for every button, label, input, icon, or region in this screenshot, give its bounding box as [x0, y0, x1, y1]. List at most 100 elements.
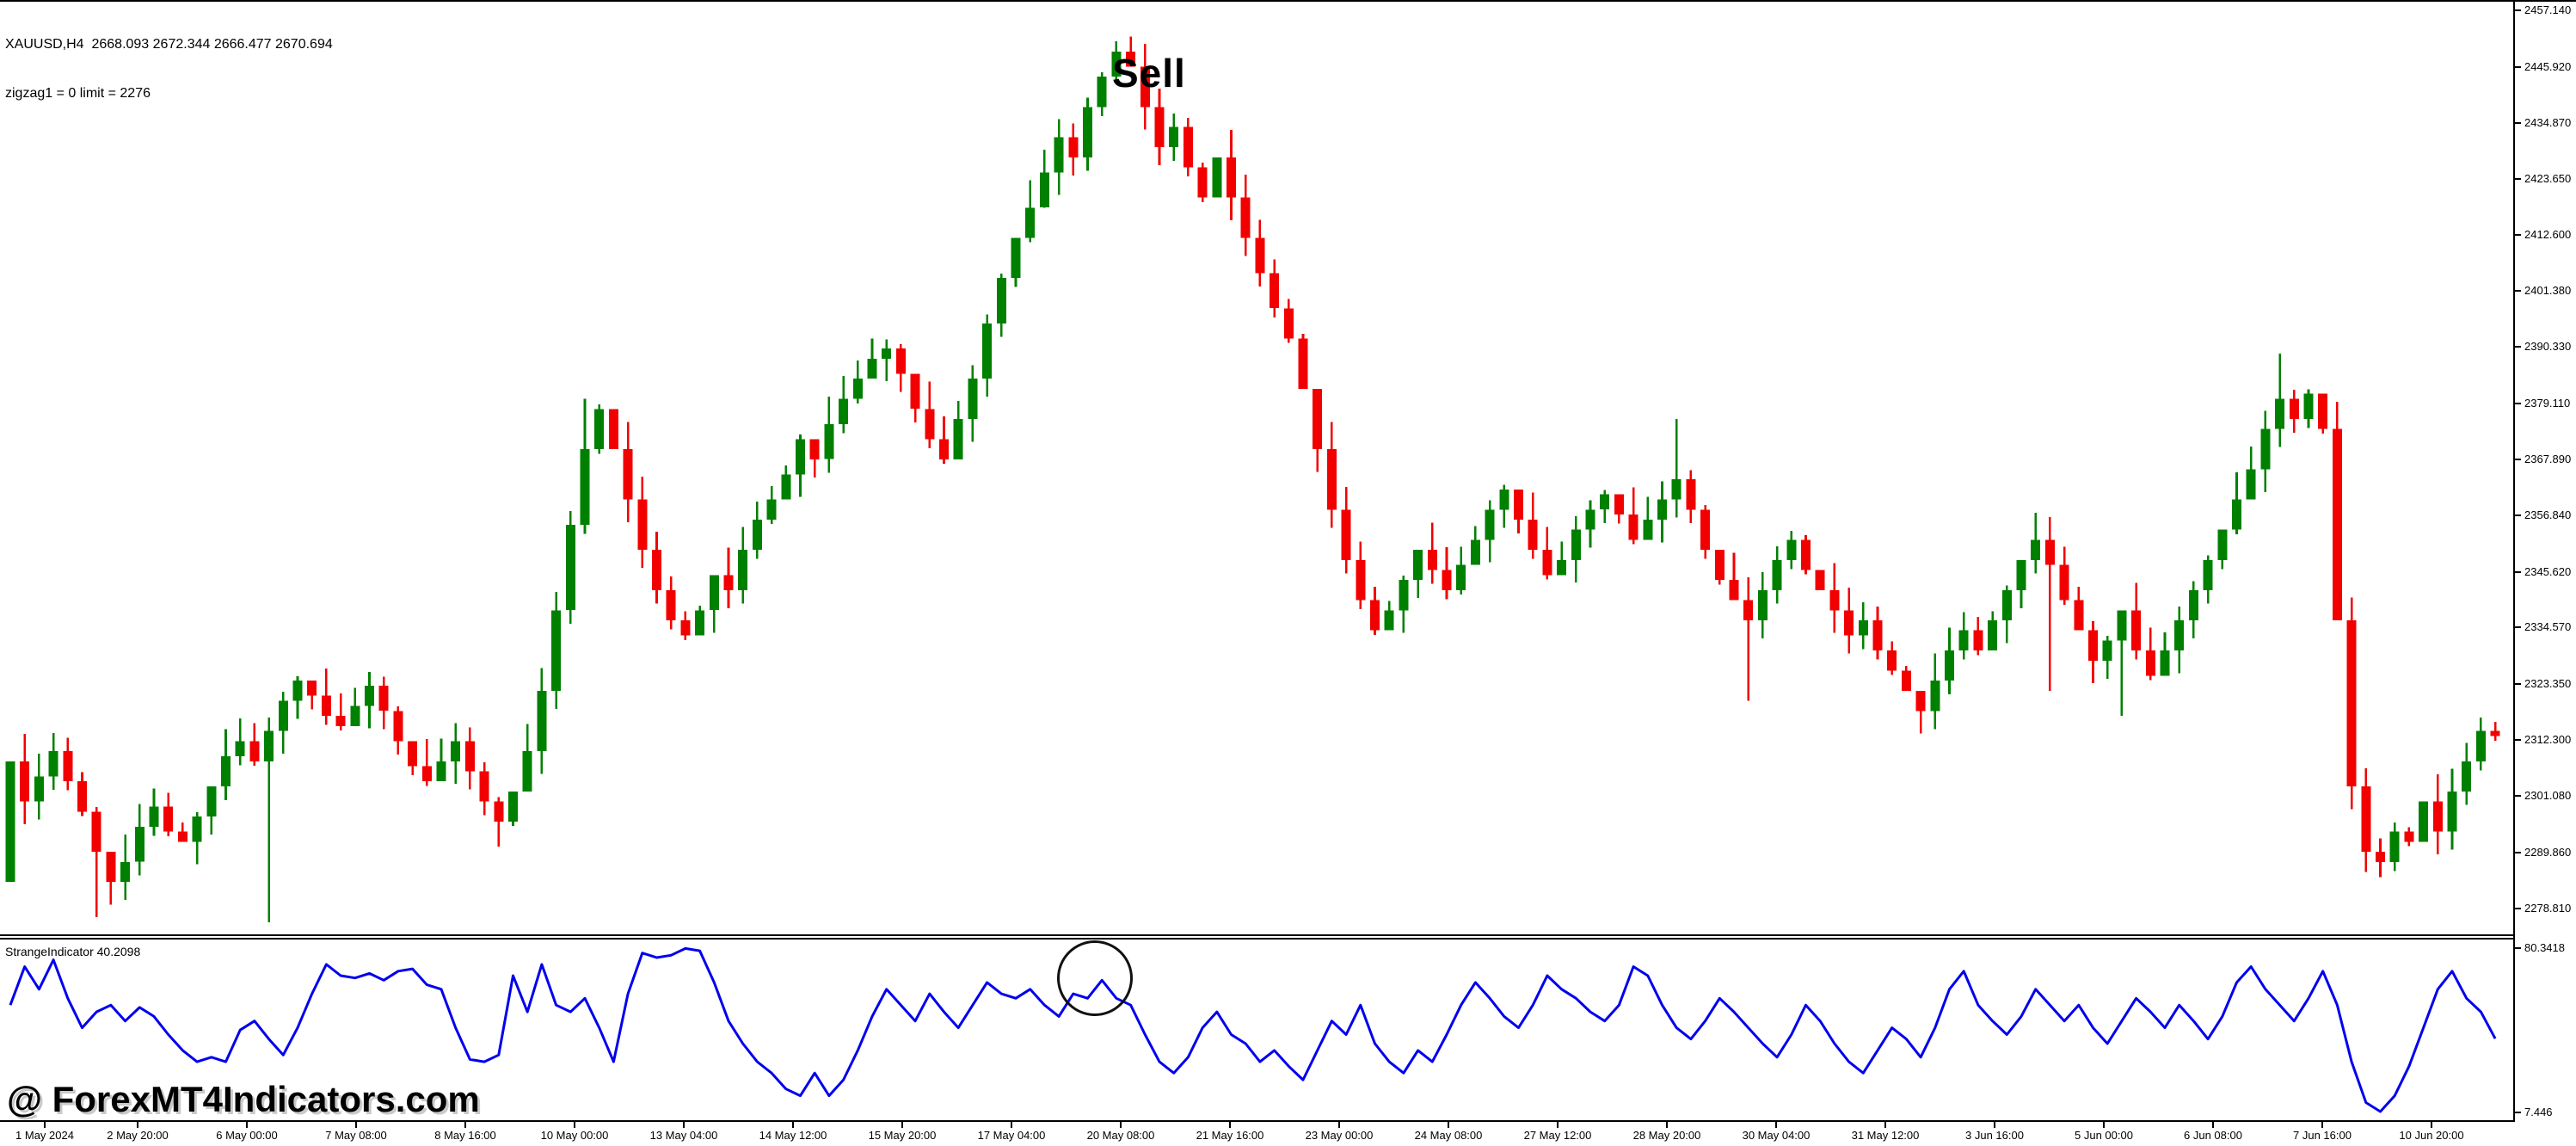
candle-body	[709, 575, 719, 611]
candle-body	[1298, 338, 1308, 389]
indicator-scale-tick	[2513, 1112, 2521, 1113]
candle-body	[1169, 126, 1179, 148]
price-axis-label: 2445.920	[2524, 60, 2572, 73]
panel-splitter[interactable]	[0, 934, 2513, 936]
candle-body	[781, 474, 791, 500]
candle-body	[2001, 589, 2012, 620]
time-axis-label: 3 Jun 16:00	[1965, 1129, 2024, 1142]
time-tick	[2431, 1122, 2432, 1128]
candle-body	[766, 499, 777, 520]
candle-body	[953, 419, 963, 459]
candle-body	[1068, 137, 1079, 157]
sell-annotation: Sell	[1112, 51, 1186, 96]
candle-body	[5, 761, 15, 883]
candle-body	[1039, 172, 1049, 208]
candle-body	[1714, 550, 1725, 581]
candlestick-chart[interactable]	[0, 2, 2513, 934]
candle-body	[1829, 589, 1840, 611]
candle-body	[91, 811, 101, 853]
candle-body	[2332, 428, 2342, 620]
candle-body	[2318, 393, 2328, 429]
candle-body	[1700, 509, 1711, 551]
candle-body	[2346, 620, 2357, 786]
time-axis-label: 6 May 00:00	[216, 1129, 278, 1142]
candle-body	[120, 861, 131, 883]
candle-body	[1111, 51, 1122, 77]
circle-annotation	[1057, 940, 1133, 1016]
time-axis-border	[0, 1120, 2513, 1122]
candle-body	[565, 524, 575, 611]
candle-body	[1212, 157, 1222, 198]
price-axis-label: 2367.890	[2524, 453, 2572, 465]
candle-body	[2074, 600, 2084, 631]
candle-body	[1083, 107, 1092, 157]
candle-body	[824, 423, 834, 459]
candle-body	[895, 348, 906, 374]
candle-body	[680, 620, 691, 636]
time-axis[interactable]: 1 May 2024 2 May 20:00 6 May 00:00 7 May 08…	[0, 1122, 2576, 1146]
price-axis-label: 2356.840	[2524, 508, 2572, 521]
candle-body	[408, 741, 418, 767]
indicator-scale-label: 7.446	[2524, 1106, 2553, 1118]
time-tick	[1011, 1122, 1012, 1128]
candle-body	[2376, 852, 2385, 862]
time-tick	[1884, 1122, 1886, 1128]
candle-body	[436, 761, 446, 782]
candle-body	[882, 348, 892, 359]
candle-body	[996, 278, 1006, 323]
indicator-panel[interactable]	[0, 941, 2513, 1120]
candle-body	[522, 751, 532, 792]
price-axis-label: 2345.620	[2524, 565, 2572, 578]
candle-body	[48, 751, 58, 777]
candle-body	[939, 439, 949, 459]
candle-body	[365, 686, 374, 706]
time-axis-label: 27 May 12:00	[1523, 1129, 1592, 1142]
price-axis[interactable]: 2457.140 2445.920 2434.870 2423.650 2412.600…	[2513, 2, 2576, 1146]
time-axis-label: 2 May 20:00	[107, 1129, 169, 1142]
price-axis-label: 2278.810	[2524, 902, 2572, 915]
candle-body	[1786, 539, 1797, 560]
watermark: @ ForexMT4Indicators.com	[7, 1079, 480, 1119]
candle-body	[537, 690, 547, 752]
price-axis-label: 2412.600	[2524, 228, 2572, 241]
candle-body	[221, 755, 231, 786]
candle-body	[1528, 520, 1538, 551]
candle-body	[2174, 620, 2185, 651]
candle-body	[63, 751, 73, 782]
candle-body	[839, 398, 849, 424]
time-axis-label: 23 May 00:00	[1305, 1129, 1374, 1142]
candle-body	[1126, 51, 1136, 67]
candle-body	[1743, 600, 1754, 620]
price-axis-label: 2434.870	[2524, 116, 2572, 129]
candle-body	[1313, 388, 1323, 450]
candle-body	[1930, 681, 1940, 712]
price-tick	[2513, 346, 2521, 348]
candle-body	[1140, 66, 1150, 108]
candle-body	[2131, 610, 2142, 651]
time-axis-label: 1 May 2024	[15, 1129, 74, 1142]
candle-body	[637, 499, 648, 551]
candle-body	[1154, 107, 1165, 148]
candle-body	[1585, 509, 1595, 530]
candle-body	[1945, 650, 1954, 681]
price-tick	[2513, 795, 2521, 797]
candle-body	[2289, 398, 2299, 419]
time-axis-label: 6 Jun 08:00	[2184, 1129, 2242, 1142]
indicator-line	[9, 946, 2497, 1113]
candle-body	[378, 686, 389, 712]
candle-body	[393, 711, 403, 742]
time-axis-label: 7 Jun 16:00	[2293, 1129, 2352, 1142]
candle-body	[1240, 197, 1251, 238]
candle-body	[1356, 559, 1366, 601]
time-tick	[1994, 1122, 1995, 1128]
candle-body	[34, 776, 44, 802]
candle-body	[2389, 831, 2400, 862]
time-tick	[792, 1122, 794, 1128]
candle-body	[1427, 550, 1437, 570]
candle-body	[1341, 509, 1351, 560]
time-tick	[137, 1122, 138, 1128]
time-tick	[683, 1122, 685, 1128]
time-axis-label: 5 Jun 00:00	[2075, 1129, 2133, 1142]
candle-body	[752, 520, 762, 551]
candle-body	[2160, 650, 2170, 676]
